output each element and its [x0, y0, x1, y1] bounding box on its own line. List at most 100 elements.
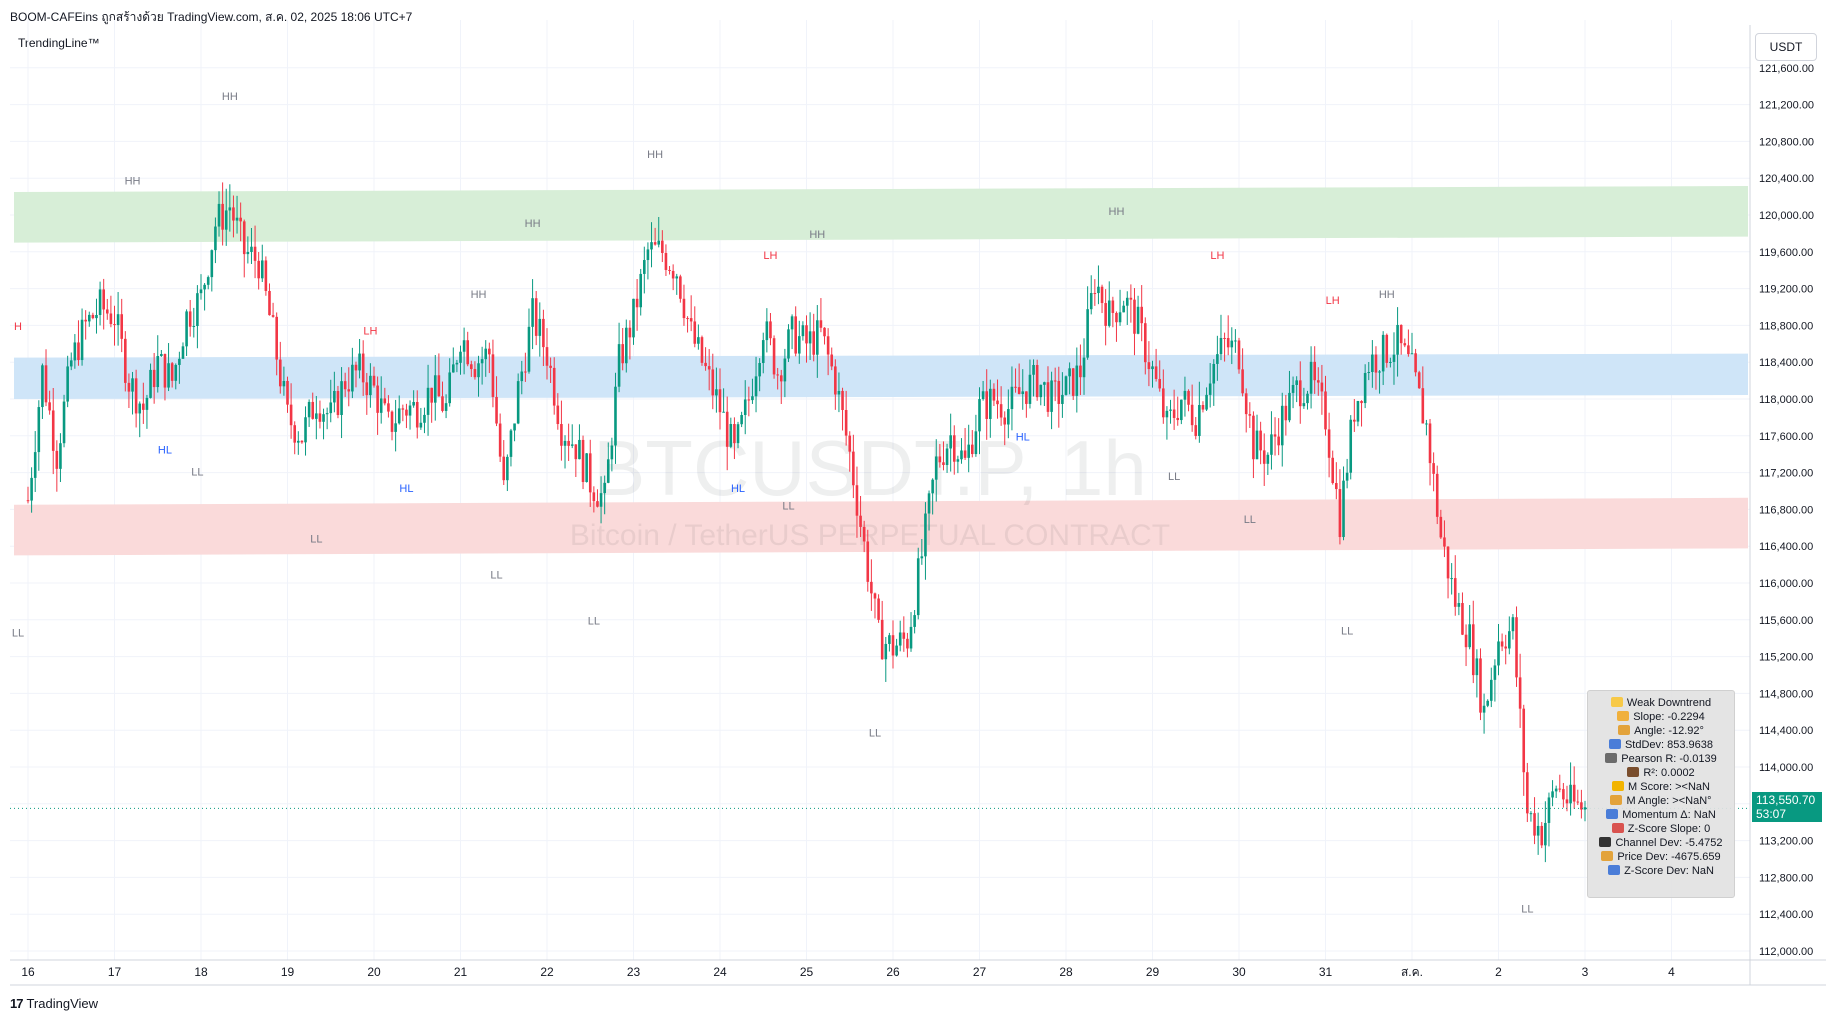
candle-body — [228, 207, 232, 211]
candle-body — [351, 364, 354, 392]
candle-body — [423, 414, 426, 423]
candle-body — [1464, 634, 1468, 648]
candle-body — [1396, 324, 1399, 355]
candle-body — [1414, 353, 1417, 373]
candle-body — [333, 390, 336, 403]
x-tick-label: 20 — [367, 965, 381, 979]
candle-body — [1176, 417, 1180, 421]
candle-body — [343, 381, 347, 390]
footer-brand-text: TradingView — [26, 996, 99, 1011]
y-tick-label: 118,000.00 — [1759, 394, 1813, 406]
tradingview-logo-icon: 17 — [10, 996, 24, 1011]
candle-body — [570, 444, 574, 446]
candle-body — [574, 444, 578, 460]
swing-label: LL — [1341, 626, 1353, 638]
candle-body — [405, 409, 408, 416]
candle-body — [286, 380, 289, 405]
candle-body — [1007, 409, 1010, 425]
candle-body — [127, 382, 131, 392]
candle-body — [174, 364, 178, 381]
candle-body — [1500, 641, 1504, 647]
candle-body — [116, 314, 120, 326]
candle-body — [729, 424, 733, 447]
candle-body — [1241, 369, 1244, 394]
candle-body — [906, 638, 909, 649]
candle-body — [1270, 434, 1273, 455]
candle-body — [783, 358, 787, 382]
candle-body — [898, 632, 902, 646]
candle-body — [1540, 825, 1544, 846]
candle-body — [1014, 386, 1017, 388]
candle-body — [520, 371, 524, 382]
candle-body — [920, 556, 924, 559]
candle-body — [1244, 393, 1248, 415]
candle-body — [394, 423, 397, 432]
info-row: Slope: -0.2294 — [1588, 710, 1734, 724]
y-tick-label: 114,000.00 — [1759, 762, 1813, 774]
info-row-text: Z-Score Slope: 0 — [1627, 823, 1711, 835]
candle-body — [325, 413, 329, 415]
x-tick-label: 28 — [1059, 965, 1073, 979]
swing-label: HL — [399, 483, 413, 495]
candle-body — [1428, 423, 1432, 464]
candle-body — [1356, 401, 1360, 422]
y-tick-label: 112,400.00 — [1759, 909, 1813, 921]
candle-body — [253, 246, 257, 261]
candle-body — [560, 424, 563, 446]
currency-selector[interactable]: USDT — [1755, 33, 1817, 61]
x-tick-label: 27 — [973, 965, 987, 979]
swing-labels: HLLHHHLLLHHLLLHHLHHLLHHLLHHLHHLLLHHLLHLH… — [12, 91, 1534, 915]
candle-body — [765, 321, 769, 341]
candle-body — [516, 381, 520, 424]
candle-body — [960, 450, 963, 460]
candle-body — [927, 493, 931, 514]
candle-body — [383, 398, 387, 404]
candle-body — [55, 450, 59, 469]
candle-body — [1061, 394, 1064, 404]
info-row: StdDev: 853.9638 — [1588, 738, 1734, 752]
candle-body — [1479, 658, 1482, 713]
candle-body — [1230, 340, 1234, 348]
info-row: M Score: ><NaN — [1588, 780, 1734, 794]
candle-body — [614, 386, 617, 446]
candle-body — [1086, 309, 1089, 358]
candle-body — [1183, 390, 1187, 400]
candle-body — [585, 453, 588, 483]
candle-body — [232, 207, 235, 221]
candle-body — [358, 353, 361, 371]
candle-body — [477, 363, 480, 378]
candle-body — [37, 407, 41, 453]
candle-body — [1093, 293, 1097, 295]
candle-body — [1187, 390, 1190, 405]
x-tick-label: 25 — [800, 965, 814, 979]
candle-body — [1331, 457, 1335, 484]
candle-body — [1071, 368, 1075, 396]
candle-body — [888, 635, 891, 644]
candle-body — [1122, 305, 1125, 313]
candle-body — [466, 340, 470, 365]
candle-body — [1468, 624, 1471, 648]
candle-body — [1576, 801, 1580, 803]
candle-body — [931, 479, 934, 494]
candle-body — [300, 440, 304, 443]
candle-body — [963, 450, 967, 458]
candle-body — [268, 290, 271, 316]
y-tick-label: 118,800.00 — [1759, 320, 1813, 332]
indicator-label[interactable]: TrendingLine™ — [18, 36, 100, 50]
footer-brand[interactable]: 17 TradingView — [10, 996, 98, 1011]
candle-body — [188, 311, 192, 327]
candle-body — [1140, 306, 1143, 324]
candle-body — [282, 380, 286, 387]
candle-body — [1291, 384, 1295, 393]
candle-body — [1399, 324, 1403, 344]
y-tick-label: 120,000.00 — [1759, 210, 1814, 222]
candle-body — [44, 365, 48, 403]
candle-body — [307, 401, 311, 418]
info-row: M Angle: ><NaN° — [1588, 794, 1734, 808]
candle-body — [733, 424, 736, 444]
candle-body — [1147, 362, 1151, 370]
candle-body — [138, 403, 142, 414]
candle-body — [1252, 415, 1255, 460]
candle-body — [1443, 537, 1446, 547]
